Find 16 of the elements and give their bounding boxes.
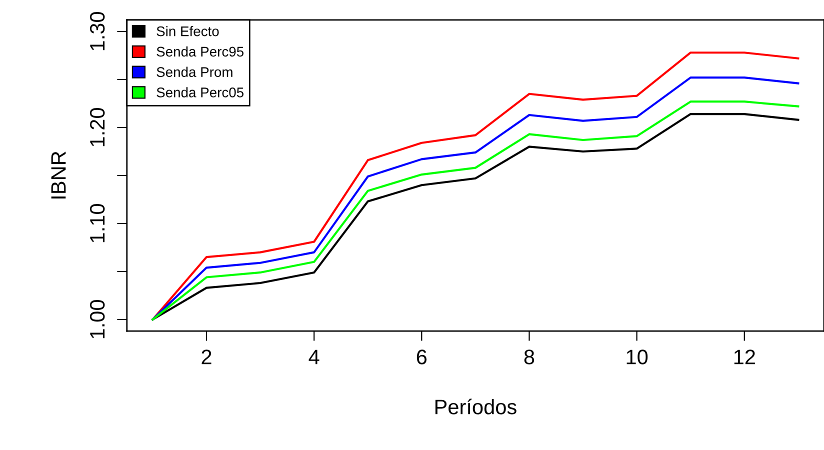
y-axis-title: IBNR (51, 152, 66, 198)
legend-label: Sin Efecto (156, 26, 219, 36)
y-tick-label: 1.30 (90, 12, 105, 50)
legend-label: Senda Perc05 (156, 87, 244, 98)
x-axis-title: Períodos (435, 398, 516, 414)
x-tick-label: 8 (524, 350, 534, 364)
legend-label: Senda Perc95 (156, 46, 244, 57)
y-tick-label: 1.20 (90, 108, 105, 146)
legend-label: Senda Prom (156, 66, 232, 77)
x-tick-label: 10 (626, 350, 648, 364)
x-tick-label: 2 (202, 350, 212, 364)
x-tick-label: 4 (308, 350, 320, 364)
y-tick-label: 1.00 (90, 300, 105, 338)
x-tick-label: 6 (416, 350, 427, 364)
x-tick-label: 12 (734, 350, 755, 364)
y-tick-label: 1.10 (90, 204, 105, 242)
